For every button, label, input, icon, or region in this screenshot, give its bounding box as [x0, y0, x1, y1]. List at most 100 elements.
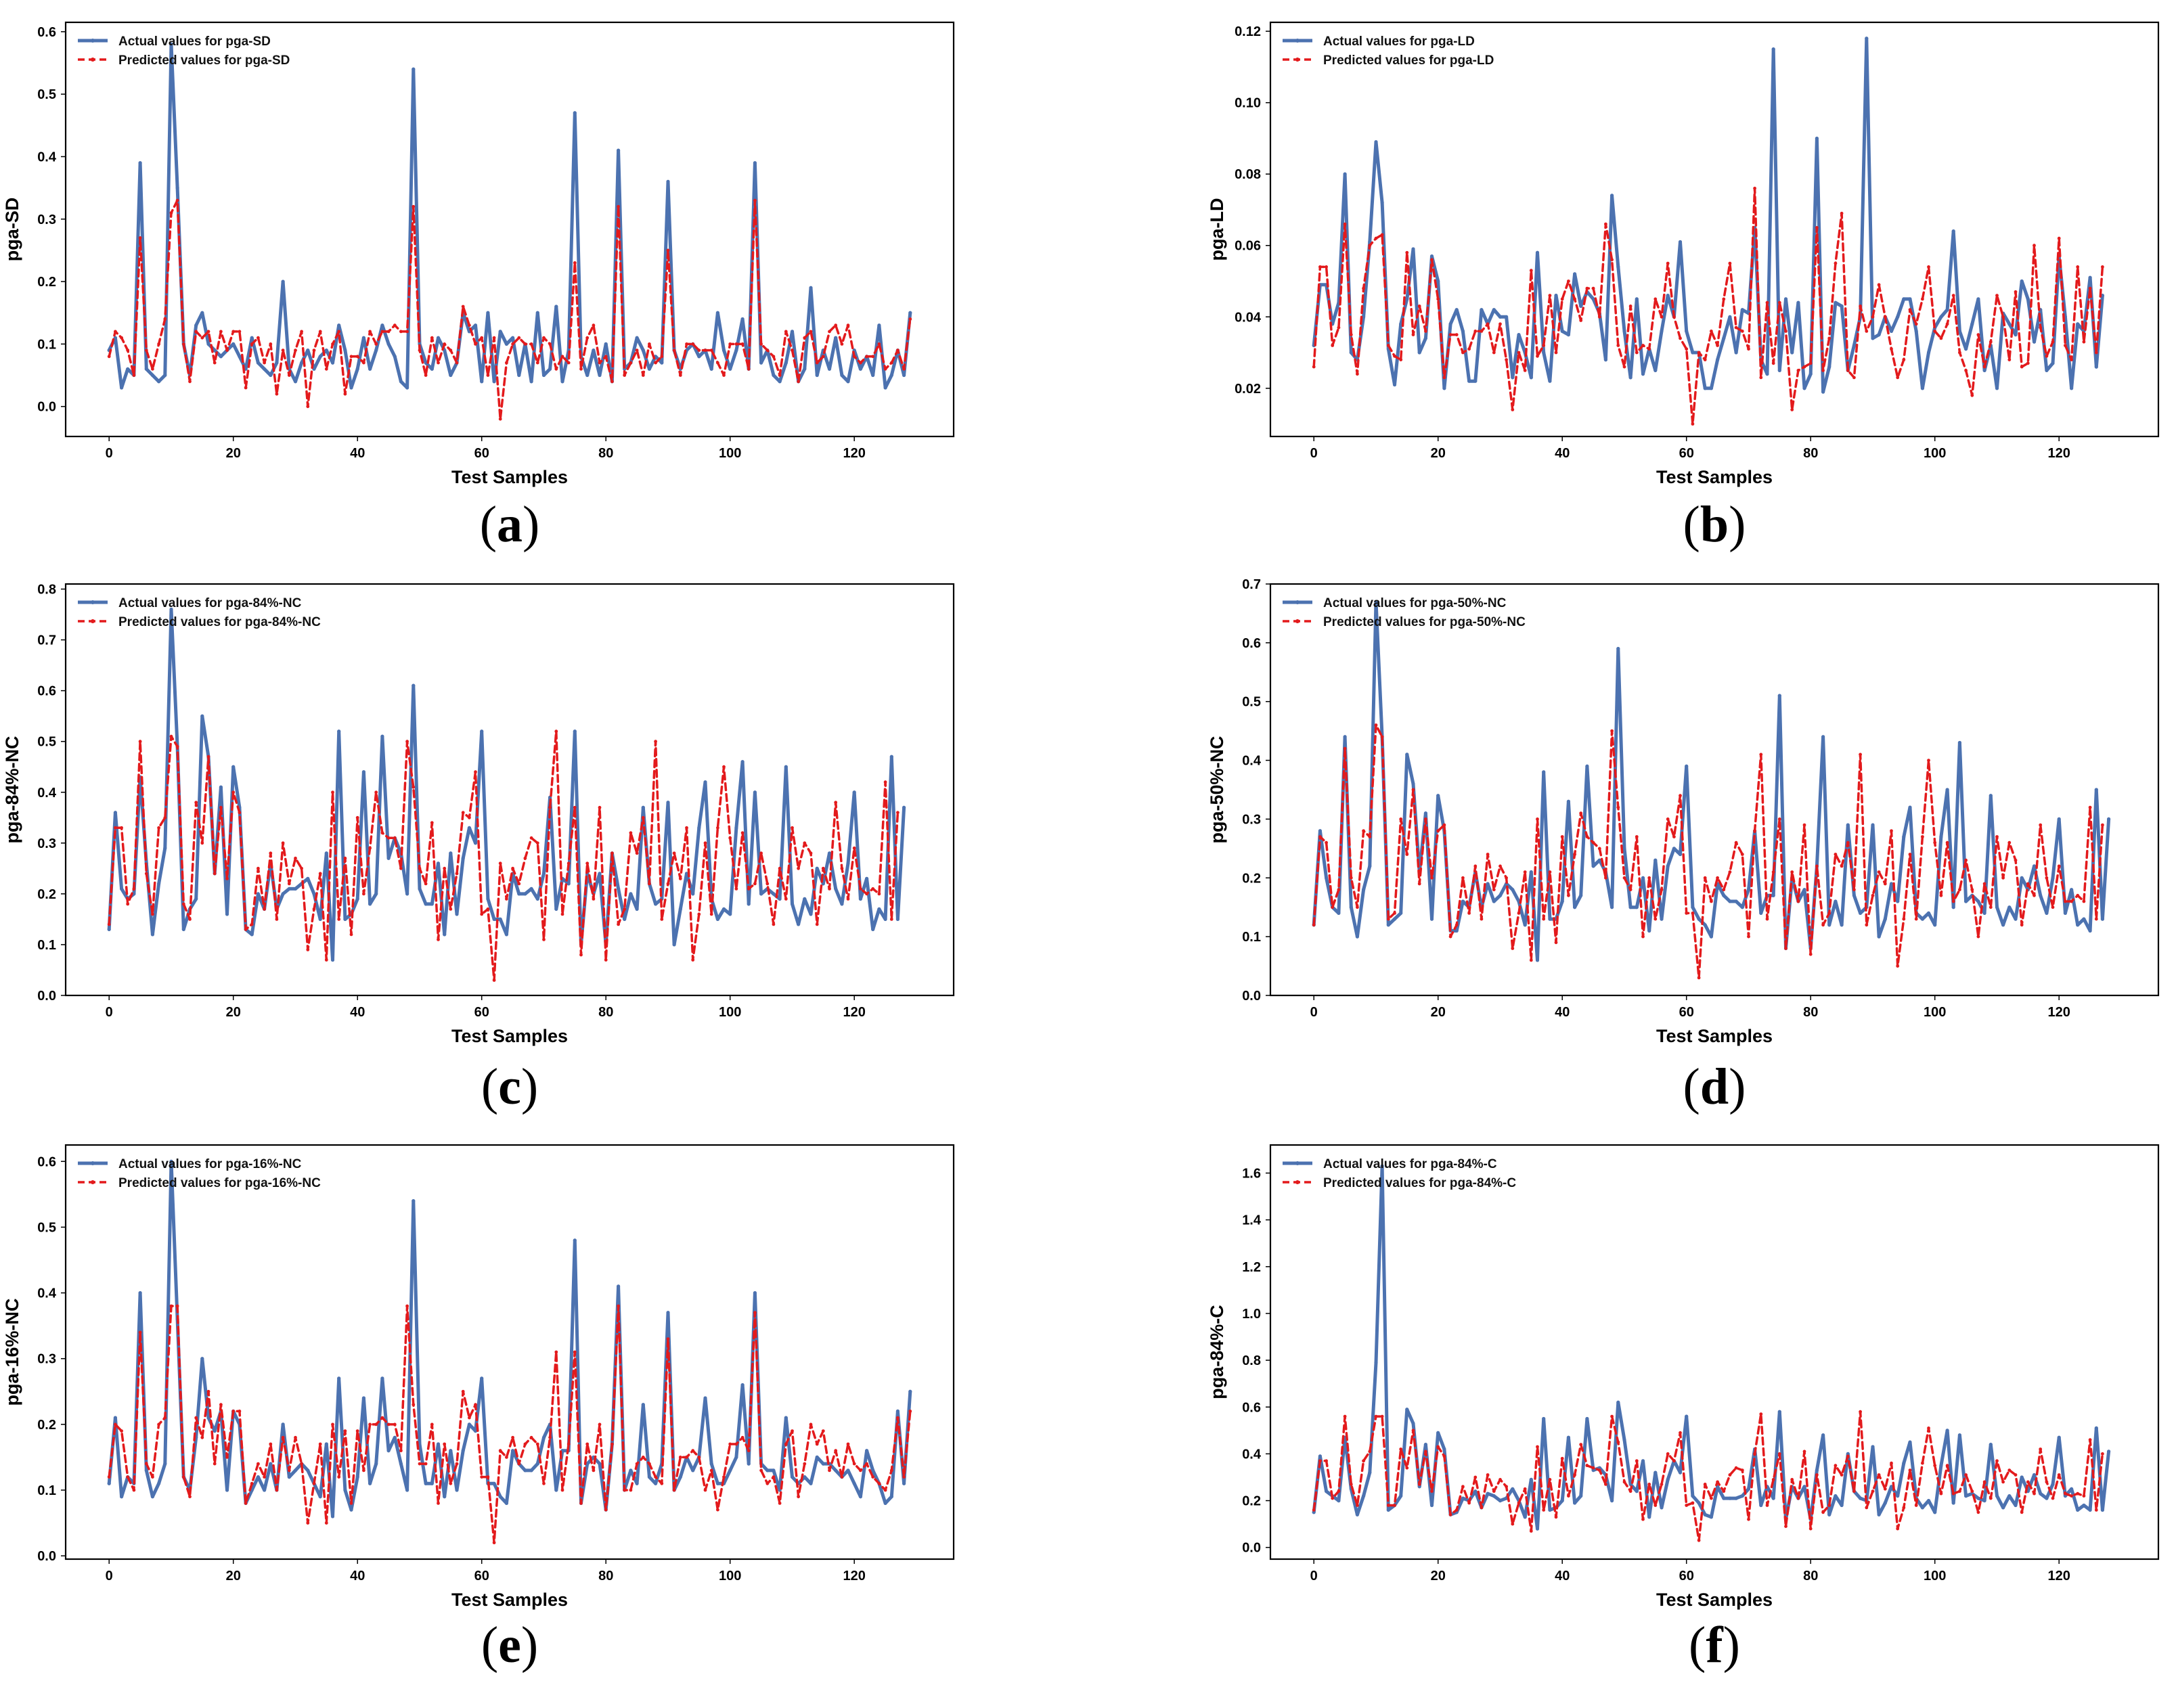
data-point [405, 1304, 409, 1308]
y-tick-label: 0.0 [37, 989, 56, 1004]
data-point [815, 361, 819, 365]
data-point [1647, 1515, 1651, 1519]
data-point [1573, 853, 1577, 856]
x-tick-label: 100 [719, 446, 741, 461]
y-tick-label: 1.0 [1242, 1307, 1261, 1322]
data-point [1498, 315, 1503, 319]
data-point [1846, 823, 1850, 827]
data-point [1815, 226, 1819, 229]
data-point [2033, 244, 2036, 248]
data-point [449, 907, 453, 911]
data-point [1480, 917, 1484, 921]
data-point [312, 907, 316, 911]
data-point [1908, 805, 1912, 809]
chart-panel-d: 0 20 40 60 80 100 1200.00.10.20.30.40.50.60.7T… [1207, 577, 2160, 1115]
data-point [828, 887, 831, 891]
data-point [287, 1468, 291, 1473]
data-point [753, 1311, 757, 1315]
data-point [337, 918, 341, 921]
data-point [486, 1475, 490, 1479]
data-point [1883, 315, 1887, 319]
data-point [1902, 358, 1906, 361]
data-point [1970, 322, 1974, 326]
data-point [660, 361, 664, 365]
data-point [579, 1502, 583, 1505]
data-point [206, 342, 210, 346]
data-point [1622, 365, 1626, 369]
data-point [1362, 286, 1365, 290]
data-point [275, 918, 279, 921]
data-point [405, 330, 409, 334]
data-point [1821, 923, 1825, 927]
y-tick-label: 1.6 [1242, 1166, 1261, 1181]
data-point [1852, 343, 1856, 348]
data-point [734, 1442, 738, 1446]
data-point [1914, 322, 1918, 326]
data-point [1349, 905, 1353, 909]
data-point [1728, 870, 1732, 874]
data-point [287, 1475, 291, 1479]
data-point [647, 367, 652, 371]
data-point [2039, 823, 2043, 827]
data-point [275, 392, 279, 396]
data-point [486, 374, 490, 377]
data-point [554, 367, 558, 371]
data-point [1417, 882, 1421, 886]
data-point [1653, 297, 1658, 301]
data-point [840, 866, 844, 870]
data-point [709, 367, 713, 371]
data-point [300, 866, 303, 870]
data-point [2001, 923, 2005, 927]
data-point [1808, 372, 1813, 376]
y-tick-label: 0.2 [37, 887, 56, 902]
x-tick-label: 0 [1310, 446, 1318, 461]
data-point [1505, 1485, 1509, 1489]
data-point [2088, 286, 2092, 290]
data-point [585, 336, 590, 340]
data-point [424, 882, 428, 886]
data-point [1672, 847, 1676, 851]
data-point [1380, 200, 1384, 204]
data-point [1362, 888, 1366, 892]
data-point [1436, 1431, 1440, 1435]
data-point [617, 204, 620, 208]
data-point [2020, 279, 2024, 284]
data-point [2033, 1491, 2036, 1496]
data-point [902, 805, 906, 809]
data-point [2051, 361, 2055, 365]
data-point [1356, 905, 1359, 909]
data-point [1796, 369, 1800, 372]
data-point [1536, 354, 1539, 358]
data-point [1660, 888, 1664, 892]
data-point [306, 1521, 310, 1525]
data-point [529, 380, 533, 384]
data-point [1628, 905, 1633, 909]
data-point [740, 760, 745, 764]
data-point [2063, 911, 2067, 915]
data-point [405, 1488, 409, 1492]
data-point [219, 355, 223, 359]
data-point [361, 770, 366, 774]
data-point [1442, 1447, 1446, 1452]
data-point [1827, 923, 1831, 927]
y-tick-label: 0.5 [37, 735, 56, 750]
data-point [157, 1481, 161, 1485]
data-point [386, 856, 391, 860]
data-point [560, 355, 564, 359]
data-point [834, 323, 838, 328]
data-point [859, 361, 862, 365]
data-point [1989, 1496, 1993, 1500]
data-point [846, 380, 850, 384]
data-point [1591, 864, 1595, 868]
data-point [1536, 817, 1539, 821]
data-point [1461, 1485, 1465, 1489]
data-point [1815, 864, 1819, 868]
data-point [175, 1304, 179, 1308]
data-point [883, 1501, 887, 1505]
data-point [1374, 1361, 1378, 1365]
data-point [2007, 1494, 2012, 1498]
data-point [1635, 1459, 1639, 1463]
data-point [2082, 340, 2086, 344]
data-point [418, 866, 422, 870]
data-point [617, 1304, 620, 1308]
